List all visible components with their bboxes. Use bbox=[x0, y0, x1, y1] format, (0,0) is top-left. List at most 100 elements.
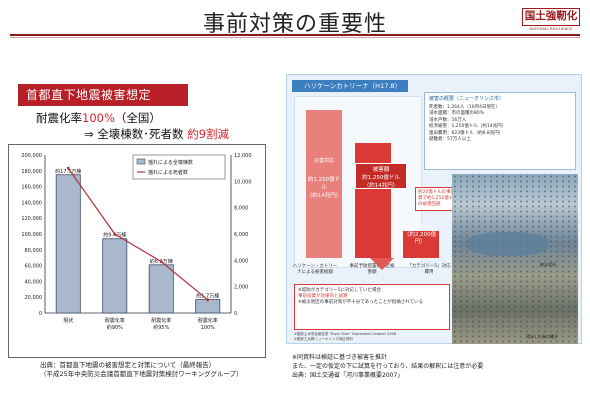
katrina-bar-label: 災害対応 bbox=[313, 158, 334, 164]
katrina-bar1-value: 約1,250億ドル （約14兆円） bbox=[306, 176, 342, 200]
bar-value-label: 約17.5万棟 bbox=[55, 168, 81, 175]
photo-water bbox=[468, 232, 548, 256]
title-rule bbox=[10, 34, 580, 36]
summary-line: 浸水戸数：16万人 bbox=[429, 117, 467, 123]
reduce-prefix: ⇒ 全壊棟数･死者数 bbox=[84, 127, 188, 141]
bar bbox=[148, 264, 174, 314]
katrina-bar-cat5 bbox=[403, 231, 439, 258]
y-tick-label: 40,000 bbox=[25, 279, 43, 285]
category-label: 約95% bbox=[153, 324, 169, 331]
left-source: 出典：首都直下地震の被害想定と対策について（最終報告） （平成25年中央防災会議… bbox=[40, 361, 243, 379]
y-tick-label: 120,000 bbox=[21, 216, 42, 222]
deaths-line bbox=[67, 167, 209, 301]
bar2-yen: （約14兆円） bbox=[363, 183, 399, 189]
summary-line: 死者数：1,264人（10月4日現在） bbox=[429, 104, 500, 110]
legend-label: 揺れによる全壊棟数 bbox=[148, 159, 193, 166]
katrina-title: ハリケーンカトリーナ（H17.8） bbox=[292, 80, 408, 92]
bar bbox=[102, 238, 128, 314]
category-label: 100% bbox=[201, 325, 216, 331]
title-rule-thin bbox=[10, 37, 580, 38]
y-tick-label: 20,000 bbox=[25, 295, 43, 301]
bar bbox=[195, 299, 221, 314]
right-source: ※同資料は検証に基づき被害を推計 また、一定の仮定の下に試算を行っており、結果の… bbox=[292, 353, 483, 380]
logo-subtitle: NATIONAL RESILIENCE bbox=[529, 27, 573, 31]
category-label: 現状 bbox=[63, 317, 73, 324]
note-line2: ※被災地区の事前対策が不十分であったことが指摘されている bbox=[298, 300, 424, 305]
category-label: 耐震化率 bbox=[105, 317, 125, 324]
deaths-point bbox=[66, 166, 70, 170]
y-tick-label: 160,000 bbox=[21, 185, 42, 191]
y2-tick-label: 8,000 bbox=[234, 206, 248, 212]
right-source-line3: 出典：国土交通省「河川事業概要2007」 bbox=[292, 372, 404, 379]
category-label: 耐震化率 bbox=[198, 317, 218, 324]
y2-tick-label: 6,000 bbox=[234, 232, 248, 238]
summary-line: 復旧費用：623億ドル（約6.8兆円） bbox=[429, 130, 504, 136]
damage-chart-svg: 0 20,000 40,000 60,000 80,000 100,000 120,000 1… bbox=[21, 153, 252, 331]
katrina-bar-damage bbox=[306, 110, 342, 258]
left-source-line2: （平成25年中央防災会議首都直下地震対策検討ワーキンググループ） bbox=[40, 370, 243, 378]
bar1-yen-text: （約14兆円） bbox=[306, 193, 342, 199]
y-tick-label: 60,000 bbox=[25, 264, 43, 270]
y2-tick-label: 2,000 bbox=[234, 285, 248, 291]
deaths-point bbox=[206, 298, 210, 302]
legend-box bbox=[132, 154, 226, 180]
rate-prefix: 耐震化率 bbox=[36, 111, 82, 125]
earthquake-banner: 首都直下地震被害想定 bbox=[18, 84, 188, 106]
katrina-cap1: ハリケーン・カトリーナによる被害総額 bbox=[292, 264, 338, 275]
left-source-line1: 出典：首都直下地震の被害想定と対策について（最終報告） bbox=[40, 361, 216, 369]
foot1: ※国家土木学会報告書 "River Side" September-Octobe… bbox=[294, 332, 397, 336]
note-line1: ※堤防がカテゴリー5に対応していた場合 bbox=[298, 288, 381, 293]
rate-suffix: （全国） bbox=[114, 111, 161, 125]
bar3-value: 約20億ドル bbox=[405, 225, 435, 231]
right-source-line2: また、一定の仮定の下に試算を行っており、結果の解釈には注意が必要 bbox=[292, 363, 484, 370]
y-tick-label: 0 bbox=[39, 311, 42, 317]
page-title: 事前対策の重要性 bbox=[202, 12, 387, 37]
katrina-cap3: 「カテゴリー5」対応費用 bbox=[407, 264, 451, 275]
photo-texture bbox=[452, 174, 578, 344]
bar3-yen: （約2,200億円） bbox=[403, 232, 437, 245]
summary-line: 浸水面積：市の面積の80% bbox=[429, 111, 485, 116]
y2-tick-label: 4,000 bbox=[234, 258, 248, 264]
legend-label: 揺れによる死者数 bbox=[148, 169, 188, 176]
katrina-bar-assumed bbox=[355, 143, 391, 258]
photo-caption-1: 被災状況 bbox=[540, 262, 556, 267]
y2-tick-label: 12,000 bbox=[234, 153, 252, 159]
katrina-bar3-label: 約20億ドル （約2,200億円） bbox=[400, 225, 440, 246]
category-label: 耐震化率 bbox=[151, 317, 171, 324]
katrina-notebox: ※堤防がカテゴリー5に対応していた場合 事前投資が効果的と試算 ※被災地区の事前… bbox=[294, 284, 450, 330]
logo: 国土強靭化 bbox=[522, 8, 580, 26]
right-source-line1: ※同資料は検証に基づき被害を推計 bbox=[292, 354, 388, 361]
bar1-value-text: 約1,250億ドル bbox=[307, 177, 341, 191]
down-arrow-icon bbox=[370, 258, 394, 270]
foot2: ※国家工兵隊ニューオリンズ地区資料 bbox=[294, 337, 353, 341]
y-tick-label: 100,000 bbox=[21, 232, 42, 238]
bar-value-label: 約1.7万棟 bbox=[196, 293, 219, 300]
y-tick-label: 200,000 bbox=[21, 153, 42, 159]
deaths-point bbox=[159, 260, 163, 264]
reduction-line: ⇒ 全壊棟数･死者数 約9割減 bbox=[84, 126, 229, 142]
flood-photo bbox=[452, 174, 578, 344]
damage-summary: 被害の概要（ニューオリンズ市） 死者数：1,264人（10月4日現在） 浸水面積… bbox=[424, 92, 576, 170]
reduce-value: 約9割減 bbox=[187, 127, 230, 141]
seismic-rate-line: 耐震化率100%（全国） bbox=[36, 110, 161, 126]
bar bbox=[55, 174, 81, 314]
summary-title: 被害の概要（ニューオリンズ市） bbox=[429, 96, 504, 102]
legend-swatch-bar bbox=[136, 158, 146, 165]
bar2-label: 被害額 bbox=[372, 167, 390, 173]
katrina-footnotes: ※国家土木学会報告書 "River Side" September-Octobe… bbox=[294, 332, 396, 342]
category-label: 約90% bbox=[107, 324, 123, 331]
y2-tick-label: 10,000 bbox=[234, 179, 252, 185]
note-red-text: 事前投資が効果的と試算 bbox=[298, 294, 348, 299]
katrina-bar2-box: 被害額 約1,250億ドル （約14兆円） bbox=[355, 163, 407, 189]
summary-line: 経済被害：1,250億ドル（約14兆円） bbox=[429, 124, 507, 129]
summary-line: 避難者：57万人以上 bbox=[429, 137, 471, 142]
y-tick-label: 80,000 bbox=[25, 248, 43, 254]
y-tick-label: 180,000 bbox=[21, 169, 42, 175]
y-tick-label: 140,000 bbox=[21, 200, 42, 206]
photo-caption-2: 浸水した街の様子 bbox=[526, 334, 558, 339]
deaths-point bbox=[113, 232, 117, 236]
y2-tick-label: 0 bbox=[234, 311, 237, 317]
damage-chart: 0 20,000 40,000 60,000 80,000 100,000 120,000 1… bbox=[8, 144, 266, 358]
rate-value: 100% bbox=[82, 111, 115, 125]
bar2-value: 約1,250億ドル bbox=[362, 175, 400, 181]
